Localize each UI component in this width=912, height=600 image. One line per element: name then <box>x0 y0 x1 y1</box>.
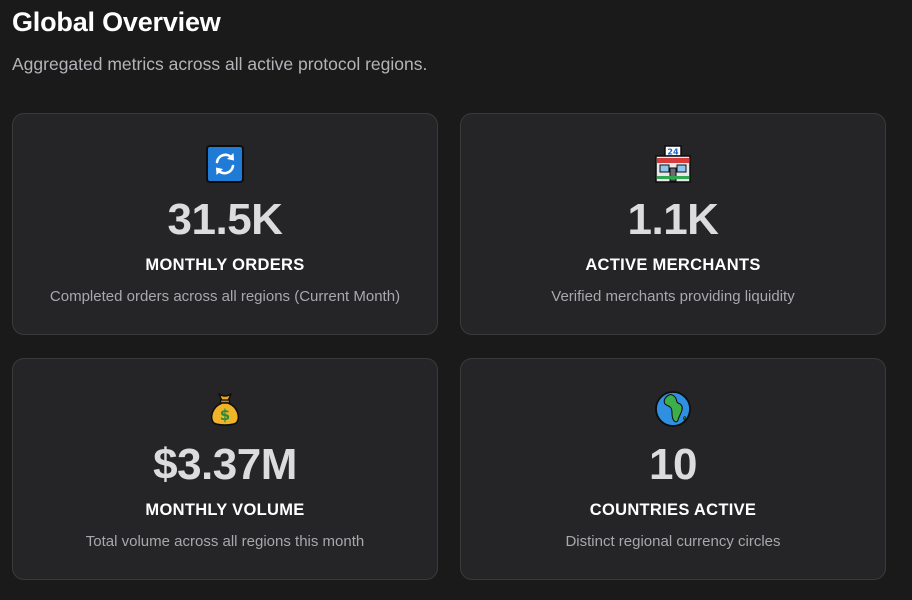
refresh-icon <box>206 145 244 183</box>
page-title: Global Overview <box>12 7 221 37</box>
page-header: Global Overview Aggregated metrics acros… <box>12 0 427 76</box>
page-subtitle: Aggregated metrics across all active pro… <box>12 54 428 74</box>
metric-description: Total volume across all regions this mon… <box>85 533 365 550</box>
metric-label: MONTHLY ORDERS <box>145 256 305 274</box>
metric-value: 31.5K <box>167 195 283 244</box>
metric-description: Verified merchants providing liquidity <box>551 288 795 305</box>
metric-card-active-merchants: 24 1.1K ACTIVE MERCHANTS Verified mercha… <box>460 113 886 335</box>
store-sign-text: 24 <box>667 147 679 156</box>
money-bag-icon: $ <box>206 390 244 428</box>
metric-value: 10 <box>649 440 697 489</box>
metric-card-monthly-orders: 31.5K MONTHLY ORDERS Completed orders ac… <box>12 113 438 335</box>
svg-text:$: $ <box>220 406 230 424</box>
convenience-store-icon: 24 <box>654 145 692 183</box>
metric-card-monthly-volume: $ $3.37M MONTHLY VOLUME Total volume acr… <box>12 358 438 580</box>
metric-label: MONTHLY VOLUME <box>145 501 305 519</box>
metric-description: Distinct regional currency circles <box>565 533 781 550</box>
globe-icon <box>654 390 692 428</box>
metric-value: 1.1K <box>627 195 719 244</box>
metric-label: COUNTRIES ACTIVE <box>589 501 757 519</box>
metric-card-countries-active: 10 COUNTRIES ACTIVE Distinct regional cu… <box>460 358 886 580</box>
metric-description: Completed orders across all regions (Cur… <box>49 288 401 305</box>
metric-value: $3.37M <box>153 440 297 489</box>
metric-label: ACTIVE MERCHANTS <box>585 256 761 274</box>
